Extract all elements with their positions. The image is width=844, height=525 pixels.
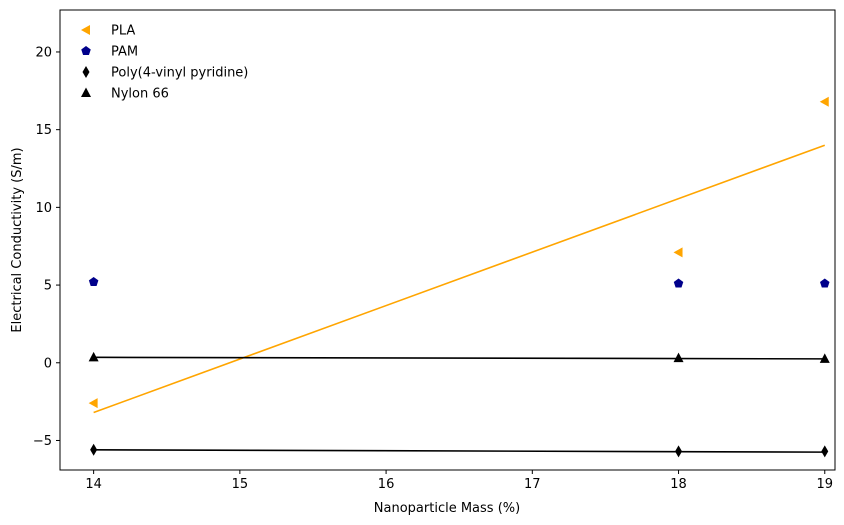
x-tick-label: 19: [816, 477, 833, 492]
legend-marker-pla: [81, 25, 90, 35]
data-point-poly-4-vinyl-pyridine: [821, 445, 829, 458]
legend-label-poly-4-vinyl-pyridine: Poly(4-vinyl pyridine): [111, 66, 248, 81]
y-tick-label: −5: [33, 434, 52, 449]
data-point-poly-4-vinyl-pyridine: [90, 443, 98, 456]
data-point-nylon-66: [673, 352, 684, 363]
legend-marker-nylon-66: [81, 87, 91, 97]
y-tick-label: 0: [44, 356, 52, 371]
fit-lines: [93, 144, 826, 453]
data-point-pla: [819, 96, 829, 107]
y-tick-label: 10: [35, 201, 52, 216]
data-point-pla: [88, 398, 98, 409]
y-tick-label: 20: [35, 45, 52, 60]
x-axis-ticks: 14 15 16 17 18 19: [85, 470, 833, 492]
data-point-pam: [673, 278, 684, 288]
y-tick-label: 5: [44, 279, 52, 294]
fit-line-nylon-66: [93, 356, 825, 360]
plot-area: [59, 9, 836, 471]
y-axis-label: Electrical Conductivity (S/m): [10, 147, 25, 332]
data-point-poly-4-vinyl-pyridine: [675, 445, 683, 458]
y-tick-label: 15: [35, 123, 52, 138]
x-tick-label: 14: [85, 477, 102, 492]
x-tick-label: 15: [232, 477, 249, 492]
legend-label-pam: PAM: [111, 45, 138, 60]
data-point-nylon-66: [88, 351, 99, 362]
y-axis-ticks: −5 0 5 10 15 20: [33, 45, 60, 449]
data-markers: [88, 96, 830, 458]
x-axis-label: Nanoparticle Mass (%): [374, 501, 520, 516]
legend-label-pla: PLA: [111, 24, 135, 39]
fit-line-pla: [93, 144, 826, 414]
data-point-nylon-66: [819, 353, 830, 363]
x-tick-label: 18: [670, 477, 687, 492]
fit-line-poly-4-vinyl-pyridine: [93, 448, 825, 453]
data-point-pla: [673, 247, 683, 258]
data-point-pam: [820, 278, 830, 288]
data-point-pam: [88, 276, 99, 286]
legend: PLA PAM Poly(4-vinyl pyridine) Nylon 66: [81, 24, 248, 102]
x-tick-label: 17: [524, 477, 541, 492]
legend-marker-poly-4-vinyl-pyridine: [82, 66, 90, 78]
legend-label-nylon-66: Nylon 66: [111, 87, 169, 102]
x-tick-label: 16: [378, 477, 395, 492]
legend-marker-pam: [81, 46, 91, 56]
